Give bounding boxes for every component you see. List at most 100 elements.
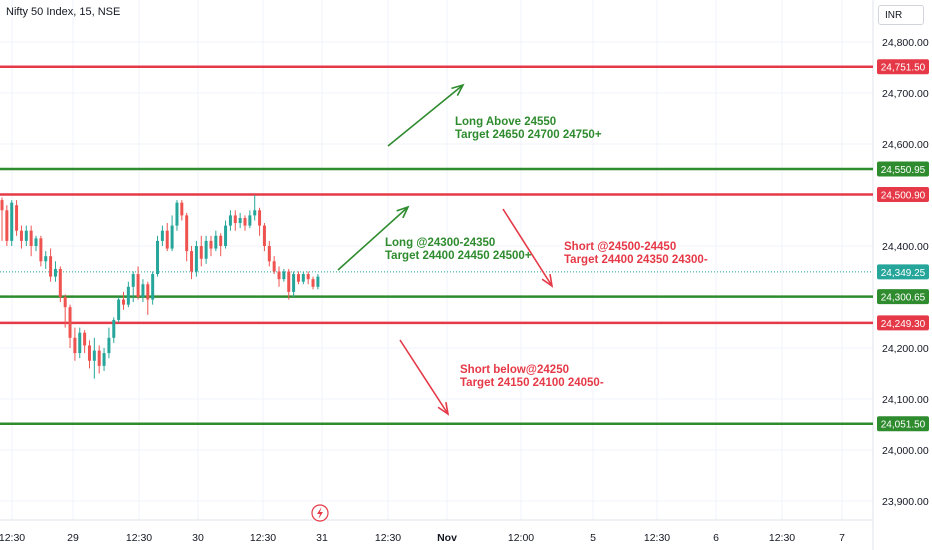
candle-body bbox=[287, 271, 291, 292]
candle-body bbox=[224, 225, 228, 246]
candle-body bbox=[78, 332, 82, 354]
time-axis: 12:30 29 12:30 30 12:30 31 12:30 Nov 12:00 5 12:30… bbox=[0, 532, 845, 544]
annotation-text: Short below@24250 bbox=[460, 364, 569, 376]
candle-body bbox=[5, 210, 9, 241]
annotation-text: Long @24300-24350 bbox=[385, 237, 495, 249]
candle-body bbox=[160, 230, 164, 241]
candle-body bbox=[199, 246, 203, 259]
candle-body bbox=[180, 202, 184, 216]
candle-body bbox=[175, 202, 179, 226]
price-tick-label: 24,700.00 bbox=[882, 88, 929, 100]
candle-body bbox=[112, 319, 116, 338]
candle-body bbox=[0, 200, 4, 211]
level-tag-label: 24,751.50 bbox=[881, 63, 926, 74]
price-tick-label: 24,000.00 bbox=[882, 445, 929, 457]
candle-body bbox=[10, 202, 14, 241]
candle-body bbox=[63, 297, 67, 308]
symbol-title[interactable]: Nifty 50 Index, 15, NSE bbox=[6, 6, 121, 18]
candle-body bbox=[306, 274, 310, 280]
candle-body bbox=[141, 284, 145, 297]
candle-body bbox=[87, 345, 91, 361]
candle-body bbox=[311, 279, 315, 287]
currency-selector[interactable]: INR bbox=[878, 5, 924, 25]
candle-body bbox=[296, 274, 300, 282]
candle-body bbox=[301, 274, 305, 282]
arrow-head bbox=[437, 402, 450, 416]
candle-body bbox=[44, 256, 48, 262]
arrow-shaft bbox=[387, 84, 464, 147]
candle-body bbox=[219, 235, 223, 246]
candle-body bbox=[170, 225, 174, 249]
annotation-text: Long Above 24550 bbox=[455, 116, 556, 128]
candle-body bbox=[58, 268, 62, 297]
arrow-short-range bbox=[502, 208, 554, 288]
candle-body bbox=[267, 246, 271, 262]
candle-body bbox=[122, 299, 125, 305]
time-tick-label: 12:00 bbox=[508, 532, 534, 544]
level-lines: 24,751.50 24,550.95 24,500.90 24,300.65 24,2… bbox=[0, 59, 929, 432]
arrow-head bbox=[451, 83, 465, 96]
arrow-head bbox=[396, 205, 410, 219]
candle-body bbox=[131, 274, 135, 287]
time-tick-label: 12:30 bbox=[250, 532, 276, 544]
candle-body bbox=[19, 230, 23, 241]
level-tag-bg bbox=[877, 59, 929, 75]
candle-body bbox=[92, 350, 96, 361]
candle-body bbox=[34, 238, 38, 246]
time-tick-label: 12:30 bbox=[769, 532, 795, 544]
arrow-shaft bbox=[399, 339, 449, 415]
candle-body bbox=[136, 274, 140, 297]
candle-body bbox=[282, 271, 286, 280]
candle-body bbox=[316, 276, 320, 287]
candle-body bbox=[117, 299, 121, 320]
last-price-tag-label: 24,349.25 bbox=[881, 268, 926, 279]
candle-body bbox=[53, 268, 57, 277]
candle-body bbox=[24, 230, 28, 241]
candle-body bbox=[165, 230, 169, 249]
candle-body bbox=[83, 332, 87, 346]
level-tag-bg bbox=[877, 289, 929, 305]
arrow-long-above bbox=[387, 83, 465, 147]
time-tick-label: Nov bbox=[437, 532, 457, 544]
candle-body bbox=[146, 284, 150, 300]
level-tag-bg bbox=[877, 315, 929, 331]
level-tag-bg bbox=[877, 416, 929, 432]
annotation-text: Short @24500-24450 bbox=[564, 241, 676, 253]
arrow-shaft bbox=[337, 206, 409, 271]
level-tag-label: 24,300.65 bbox=[881, 293, 926, 304]
candle-body bbox=[15, 205, 19, 231]
level-tag-bg bbox=[877, 187, 929, 203]
candle-body bbox=[29, 230, 33, 246]
arrow-head bbox=[541, 274, 554, 288]
arrow-shaft bbox=[502, 208, 553, 287]
level-tag-label: 24,051.50 bbox=[881, 420, 926, 431]
grid bbox=[0, 0, 873, 520]
level-tag-label: 24,550.95 bbox=[881, 165, 926, 176]
last-price-tag-bg bbox=[877, 264, 929, 280]
time-tick-label: 12:30 bbox=[0, 532, 25, 544]
candle-body bbox=[68, 307, 72, 338]
candle-body bbox=[214, 235, 218, 249]
candle-body bbox=[209, 240, 213, 249]
lightning-icon bbox=[311, 504, 329, 522]
candle-body bbox=[272, 261, 276, 272]
candle-body bbox=[243, 217, 247, 226]
time-tick-label: 7 bbox=[839, 532, 845, 544]
price-tick-label: 24,100.00 bbox=[882, 394, 929, 406]
price-tick-label: 24,400.00 bbox=[882, 241, 929, 253]
price-axis: 24,800.00 24,700.00 24,600.00 24,400.00 24,2… bbox=[882, 37, 929, 508]
time-tick-label: 12:30 bbox=[126, 532, 152, 544]
candle-body bbox=[253, 210, 257, 216]
candle-body bbox=[49, 256, 53, 277]
arrow-long-range bbox=[337, 205, 410, 271]
candle-body bbox=[102, 353, 106, 366]
candle-body bbox=[204, 240, 208, 259]
candle-body bbox=[277, 271, 281, 280]
candle-body bbox=[233, 215, 237, 224]
level-tag-label: 24,249.30 bbox=[881, 319, 926, 330]
candle-body bbox=[185, 215, 189, 252]
annotation-text: Target 24400 24350 24300- bbox=[564, 254, 708, 266]
